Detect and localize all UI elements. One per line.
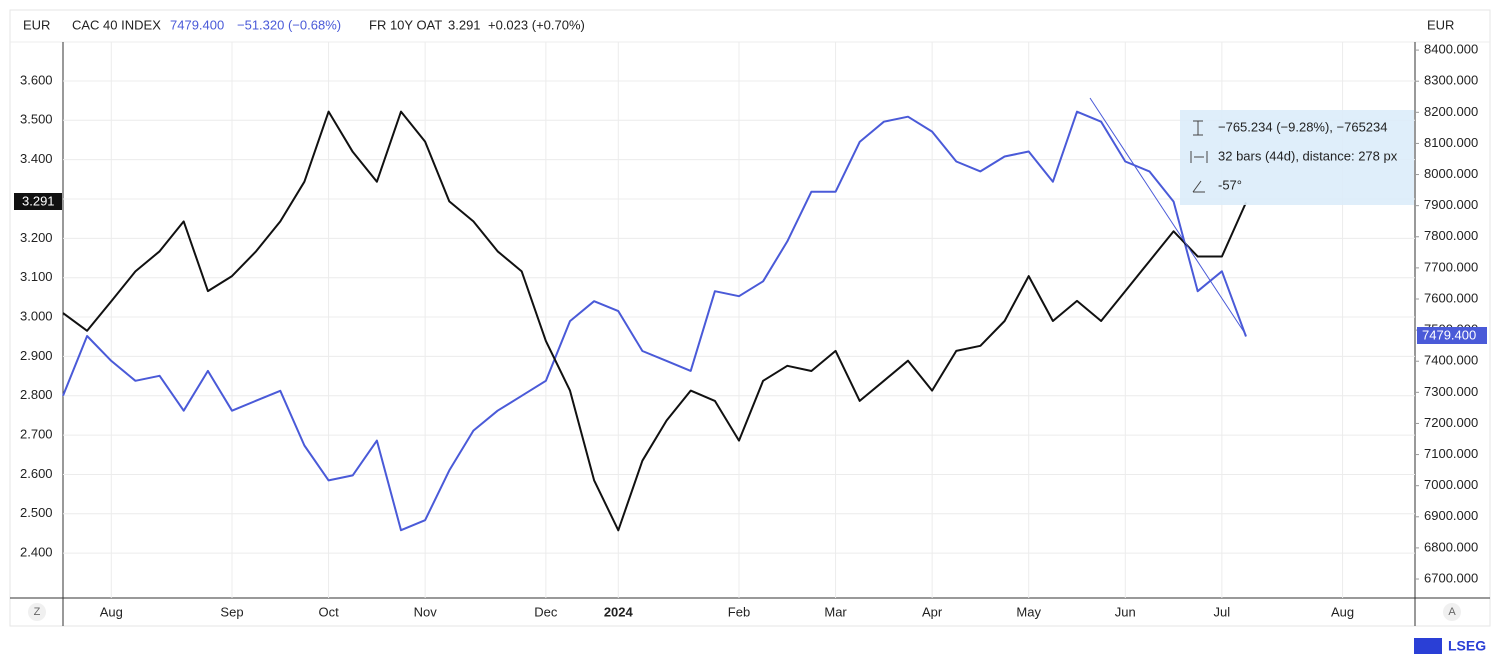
x-tick-label: Sep	[220, 604, 243, 619]
y2-tick-label: 7600.000	[1424, 290, 1478, 305]
y-tick-label: 2.900	[20, 348, 53, 363]
auto-button-label[interactable]: A	[1448, 606, 1456, 618]
lines	[62, 110, 1247, 532]
y2-tick-label: 8300.000	[1424, 73, 1478, 88]
x-tick-label: Jun	[1115, 604, 1136, 619]
zoom-button[interactable]	[28, 603, 46, 621]
last-badge-text: 3.291	[22, 193, 55, 208]
trend-line	[1089, 97, 1247, 336]
auto-button[interactable]	[1443, 603, 1461, 621]
legend-change: −51.320 (−0.68%)	[237, 17, 341, 32]
measure-box	[1180, 110, 1414, 205]
icon-height	[1193, 120, 1203, 136]
last-badge-text: 7479.400	[1422, 327, 1476, 342]
y2-tick-label: 7800.000	[1424, 228, 1478, 243]
y2-tick-label: 7300.000	[1424, 384, 1478, 399]
y-tick-label: 3.600	[20, 72, 53, 87]
y2-tick-label: 7100.000	[1424, 446, 1478, 461]
y-tick-label: 2.800	[20, 387, 53, 402]
y2-tick-label: 7400.000	[1424, 353, 1478, 368]
y2-tick-label: 8100.000	[1424, 135, 1478, 150]
y-unit: EUR	[23, 17, 50, 32]
y-tick-label: 2.400	[20, 545, 53, 560]
x-tick-label: Mar	[824, 604, 847, 619]
y2-tick-label: 8400.000	[1424, 42, 1478, 57]
y2-tick-label: 7000.000	[1424, 477, 1478, 492]
x-tick-label: 2024	[604, 604, 634, 619]
y-tick-label: 3.500	[20, 112, 53, 127]
annotation: 32 bars (44d), distance: 278 px	[1218, 148, 1398, 163]
legend-change: +0.023 (+0.70%)	[488, 17, 585, 32]
legend-name: FR 10Y OAT	[369, 17, 442, 32]
x-tick-label: Feb	[728, 604, 750, 619]
x-tick-label: Jul	[1214, 604, 1231, 619]
y-tick-label: 2.700	[20, 427, 53, 442]
y-tick-label: 2.500	[20, 505, 53, 520]
series-line	[62, 110, 1247, 532]
zoom-button-label[interactable]: Z	[34, 606, 41, 618]
icon-width	[1190, 151, 1208, 163]
y2-tick-label: 6700.000	[1424, 570, 1478, 585]
x-tick-label: Dec	[534, 604, 558, 619]
legend-last: 3.291	[448, 17, 481, 32]
legend-last: 7479.400	[170, 17, 224, 32]
x-tick-label: Aug	[100, 604, 123, 619]
annotation: -57°	[1218, 177, 1242, 192]
y2-tick-label: 7900.000	[1424, 197, 1478, 212]
y2-tick-label: 6900.000	[1424, 508, 1478, 523]
y2-tick-label: 7700.000	[1424, 259, 1478, 274]
y2-tick-label: 6800.000	[1424, 539, 1478, 554]
y-tick-label: 3.200	[20, 230, 53, 245]
icon-angle	[1192, 180, 1205, 193]
last-badge	[14, 193, 62, 210]
y-tick-label: 2.600	[20, 466, 53, 481]
x-tick-label: Apr	[922, 604, 943, 619]
y2-tick-label: 8200.000	[1424, 104, 1478, 119]
x-tick-label: Aug	[1331, 604, 1354, 619]
y-tick-label: 3.000	[20, 308, 53, 323]
x-tick-label: Nov	[414, 604, 438, 619]
y2-unit: EUR	[1427, 17, 1454, 32]
brand-logo	[1414, 638, 1442, 654]
y2-tick-label: 8000.000	[1424, 166, 1478, 181]
x-tick-label: Oct	[318, 604, 339, 619]
last-badge	[1417, 327, 1487, 344]
annotation: −765.234 (−9.28%), −765234	[1218, 119, 1388, 134]
y-tick-label: 3.400	[20, 151, 53, 166]
brand: LSEG	[1448, 638, 1486, 654]
x-tick-label: May	[1016, 604, 1041, 619]
y-tick-label: 3.100	[20, 269, 53, 284]
legend-name: CAC 40 INDEX	[72, 17, 161, 32]
series-line	[62, 110, 1247, 532]
y2-tick-label: 7200.000	[1424, 415, 1478, 430]
